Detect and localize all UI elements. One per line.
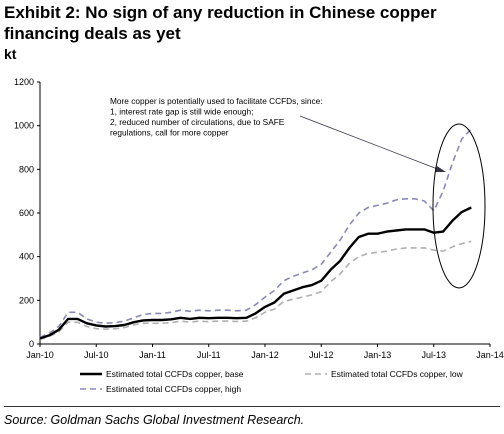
annotation-arrow bbox=[299, 115, 441, 171]
source-note: Source: Goldman Sachs Global Investment … bbox=[4, 413, 305, 427]
annotation-text: 2, reduced number of circulations, due t… bbox=[110, 117, 285, 127]
y-tick-label: 200 bbox=[19, 295, 34, 305]
annotation-text: More copper is potentially used to facil… bbox=[110, 96, 323, 106]
x-tick-label: Jul-10 bbox=[84, 350, 109, 360]
x-tick-label: Jan-12 bbox=[251, 350, 279, 360]
y-tick-label: 1000 bbox=[14, 121, 34, 131]
series-line-high bbox=[39, 128, 472, 339]
x-tick-label: Jan-14 bbox=[476, 350, 504, 360]
x-tick-label: Jul-11 bbox=[197, 350, 221, 360]
legend-label: Estimated total CCFDs copper, base bbox=[106, 369, 244, 379]
annotation-text: regulations, call for more copper bbox=[110, 128, 229, 138]
chart-title: Exhibit 2: No sign of any reduction in C… bbox=[4, 3, 437, 43]
unit-label: kt bbox=[4, 46, 17, 62]
x-tick-label: Jan-10 bbox=[26, 350, 54, 360]
x-tick-label: Jan-11 bbox=[139, 350, 166, 360]
y-tick-label: 0 bbox=[29, 339, 34, 349]
legend-label: Estimated total CCFDs copper, low bbox=[331, 369, 464, 379]
y-tick-label: 600 bbox=[19, 208, 34, 218]
y-tick-label: 800 bbox=[19, 164, 34, 174]
series-line-base bbox=[39, 206, 472, 340]
highlight-ellipse bbox=[432, 123, 486, 289]
x-tick-label: Jul-13 bbox=[421, 350, 446, 360]
series-line-low bbox=[39, 240, 472, 340]
annotation-text: 1, interest rate gap is still wide enoug… bbox=[110, 107, 253, 117]
source-divider bbox=[4, 406, 500, 407]
arrow-head bbox=[435, 166, 446, 172]
x-tick-label: Jan-13 bbox=[364, 350, 392, 360]
y-tick-label: 400 bbox=[19, 252, 34, 262]
x-tick-label: Jul-12 bbox=[309, 350, 334, 360]
legend-label: Estimated total CCFDs copper, high bbox=[106, 384, 241, 394]
y-tick-label: 1200 bbox=[14, 77, 34, 87]
